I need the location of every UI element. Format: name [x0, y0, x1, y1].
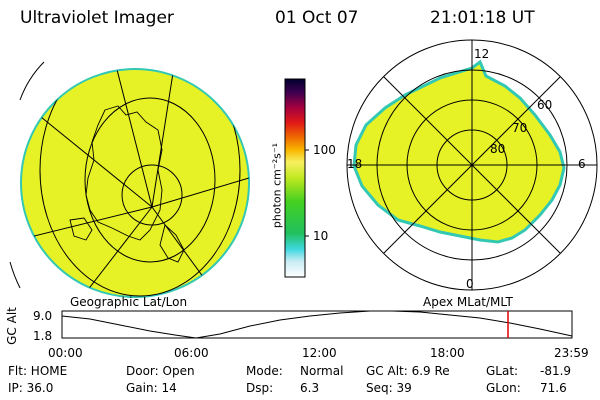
altitude-plot — [61, 310, 573, 339]
glat-value: -81.9 — [540, 364, 572, 378]
continent-outline — [85, 105, 163, 241]
mlt-label-6: 6 — [578, 157, 586, 171]
flight-status: Flt: HOME — [8, 364, 68, 378]
time-label: 21:01:18 UT — [430, 8, 535, 28]
alt-xtick-4: 23:59 — [554, 346, 589, 360]
colorbar-tick-100: 100 — [313, 143, 336, 157]
geographic-image — [9, 61, 250, 298]
gc-alt: GC Alt: 6.9 Re — [366, 364, 450, 378]
mlat-label-80: 80 — [490, 142, 506, 156]
alt-xtick-1: 06:00 — [174, 346, 209, 360]
instrument-title: Ultraviolet Imager — [20, 8, 174, 28]
colorbar — [284, 78, 309, 278]
colorbar-unit-label: photon cm⁻²s⁻¹ — [270, 142, 284, 229]
alt-xtick-3: 18:00 — [430, 346, 465, 360]
colorbar-tick-10: 10 — [313, 229, 329, 243]
alt-ytick-1.8: 1.8 — [33, 329, 53, 343]
mlt-label-12: 12 — [474, 47, 490, 61]
apex-panel-label: Apex MLat/MLT — [423, 295, 513, 309]
seq-value: Seq: 39 — [366, 381, 412, 395]
glat-label: GLat: — [486, 364, 519, 378]
alt-ytick-9: 9.0 — [33, 309, 53, 323]
gain-value: Gain: 14 — [126, 381, 177, 395]
dsp-value: 6.3 — [300, 381, 320, 395]
date-label: 01 Oct 07 — [275, 8, 359, 28]
mode-value: Normal — [300, 364, 344, 378]
polar-plot — [346, 39, 598, 291]
glon-label: GLon: — [486, 381, 521, 395]
alt-xtick-2: 12:00 — [302, 346, 337, 360]
mlt-label-18: 18 — [347, 157, 363, 171]
mlt-label-0: 0 — [466, 277, 474, 291]
dsp-label: Dsp: — [246, 381, 274, 395]
geographic-panel-label: Geographic Lat/Lon — [70, 295, 188, 309]
glon-value: 71.6 — [540, 381, 567, 395]
mode-label: Mode: — [246, 364, 283, 378]
ip-value: IP: 36.0 — [8, 381, 54, 395]
mlat-label-60: 60 — [537, 98, 553, 112]
alt-xtick-0: 00:00 — [48, 346, 83, 360]
mlat-label-70: 70 — [512, 121, 528, 135]
earth-disk — [20, 68, 250, 298]
door-status: Door: Open — [126, 364, 195, 378]
alt-ylabel: GC Alt — [5, 307, 19, 345]
